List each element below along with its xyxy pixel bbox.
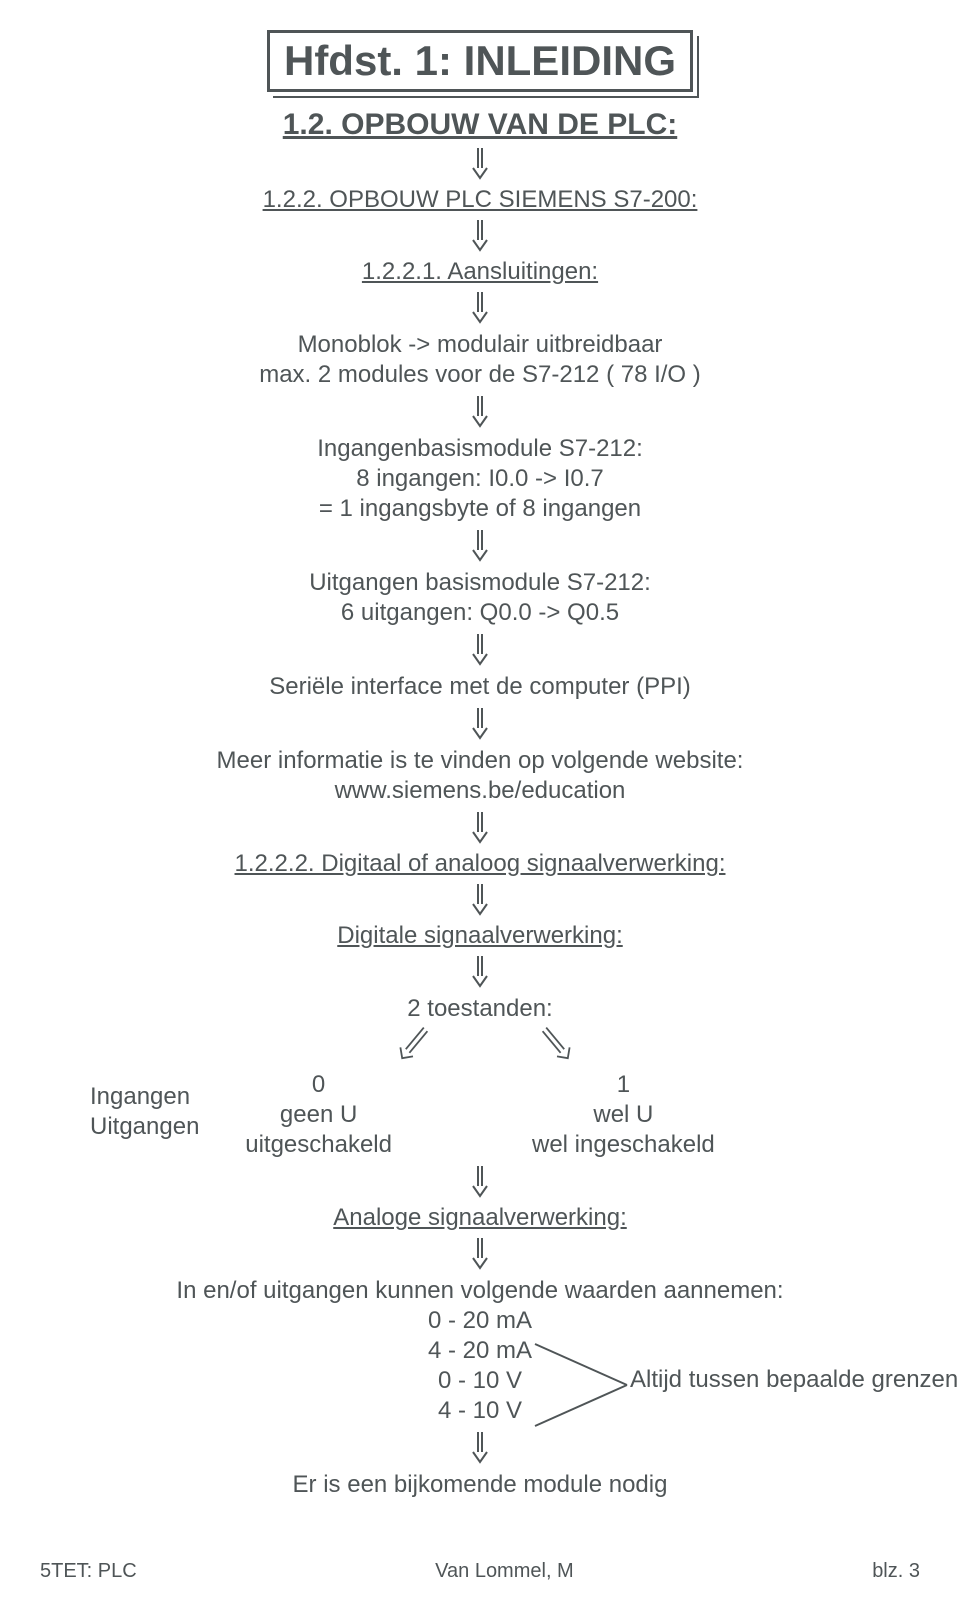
chapter-title-wrap: Hfdst. 1: INLEIDING [0,30,960,92]
side-label: Ingangen Uitgangen [90,1082,199,1142]
arrow-down-icon [470,810,490,844]
analog-v1: 0 - 20 mA [428,1307,532,1334]
text-max-modules: max. 2 modules voor de S7-212 ( 78 I/O ) [259,360,701,390]
arrow-down-icon [470,218,490,252]
heading-1-2-2: 1.2.2. OPBOUW PLC SIEMENS S7-200: [263,186,698,214]
analog-block: 0 - 20 mA 4 - 20 mA 0 - 10 V 4 - 10 V Al… [100,1306,860,1426]
arrow-down-icon [470,1430,490,1464]
arrow-down-icon [470,1236,490,1270]
analog-v3: 0 - 10 V [438,1367,522,1394]
footer-center: Van Lommel, M [435,1560,574,1583]
digital-0-value: 0 [312,1070,325,1100]
arrow-down-icon [470,394,490,428]
text-ing-line2: = 1 ingangsbyte of 8 ingangen [319,494,641,524]
text-uit-title: Uitgangen basismodule S7-212: [309,568,651,598]
analog-v2: 4 - 20 mA [428,1337,532,1364]
text-ing-line1: 8 ingangen: I0.0 -> I0.7 [356,464,604,494]
bracket-icon [531,1340,631,1430]
arrow-down-icon [470,290,490,324]
arrow-down-left-icon [395,1024,431,1065]
subheading-digital: Digitale signaalverwerking: [337,922,622,950]
footer-right: blz. 3 [872,1560,920,1583]
arrow-down-right-icon [539,1024,575,1065]
arrow-down-icon [470,706,490,740]
digital-1-line1: wel U [593,1100,653,1130]
digital-col-0: 0 geen U uitgeschakeld [245,1070,392,1160]
text-monoblok: Monoblok -> modulair uitbreidbaar [298,330,663,360]
digital-1-value: 1 [617,1070,630,1100]
text-ing-title: Ingangenbasismodule S7-212: [317,434,643,464]
digital-1-line2: wel ingeschakeld [532,1130,715,1160]
digital-col-1: 1 wel U wel ingeschakeld [532,1070,715,1160]
digital-0-line1: geen U [280,1100,357,1130]
text-analog-extra: Er is een bijkomende module nodig [293,1470,668,1500]
arrow-down-icon [470,954,490,988]
text-two-states: 2 toestanden: [407,994,552,1024]
footer: 5TET: PLC Van Lommel, M blz. 3 [40,1560,920,1603]
analog-note: Altijd tussen bepaalde grenzen [630,1366,960,1394]
subheading-analog: Analoge signaalverwerking: [333,1204,627,1232]
digital-two-columns: 0 geen U uitgeschakeld 1 wel U wel inges… [245,1070,715,1160]
heading-1-2: 1.2. OPBOUW VAN DE PLC: [283,108,677,142]
side-label-ingangen: Ingangen [90,1083,190,1110]
text-analog-intro: In en/of uitgangen kunnen volgende waard… [176,1276,783,1306]
text-info1: Meer informatie is te vinden op volgende… [217,746,744,776]
chapter-title: Hfdst. 1: INLEIDING [267,30,693,92]
branch-split [200,1024,760,1074]
arrow-down-icon [470,882,490,916]
heading-1-2-2-2: 1.2.2.2. Digitaal of analoog signaalverw… [235,850,726,878]
footer-left: 5TET: PLC [40,1560,137,1583]
arrow-down-icon [470,146,490,180]
side-label-uitgangen: Uitgangen [90,1113,199,1140]
page: Hfdst. 1: INLEIDING 1.2. OPBOUW VAN DE P… [0,0,960,1603]
arrow-down-icon [470,528,490,562]
text-uit-line1: 6 uitgangen: Q0.0 -> Q0.5 [341,598,619,628]
heading-1-2-2-1: 1.2.2.1. Aansluitingen: [362,258,598,286]
text-info2: www.siemens.be/education [335,776,626,806]
text-ppi: Seriële interface met de computer (PPI) [269,672,691,702]
digital-0-line2: uitgeschakeld [245,1130,392,1160]
analog-v4: 4 - 10 V [438,1397,522,1424]
arrow-down-icon [470,632,490,666]
flow-column: 1.2. OPBOUW VAN DE PLC: 1.2.2. OPBOUW PL… [0,102,960,1500]
arrow-down-icon [470,1164,490,1198]
